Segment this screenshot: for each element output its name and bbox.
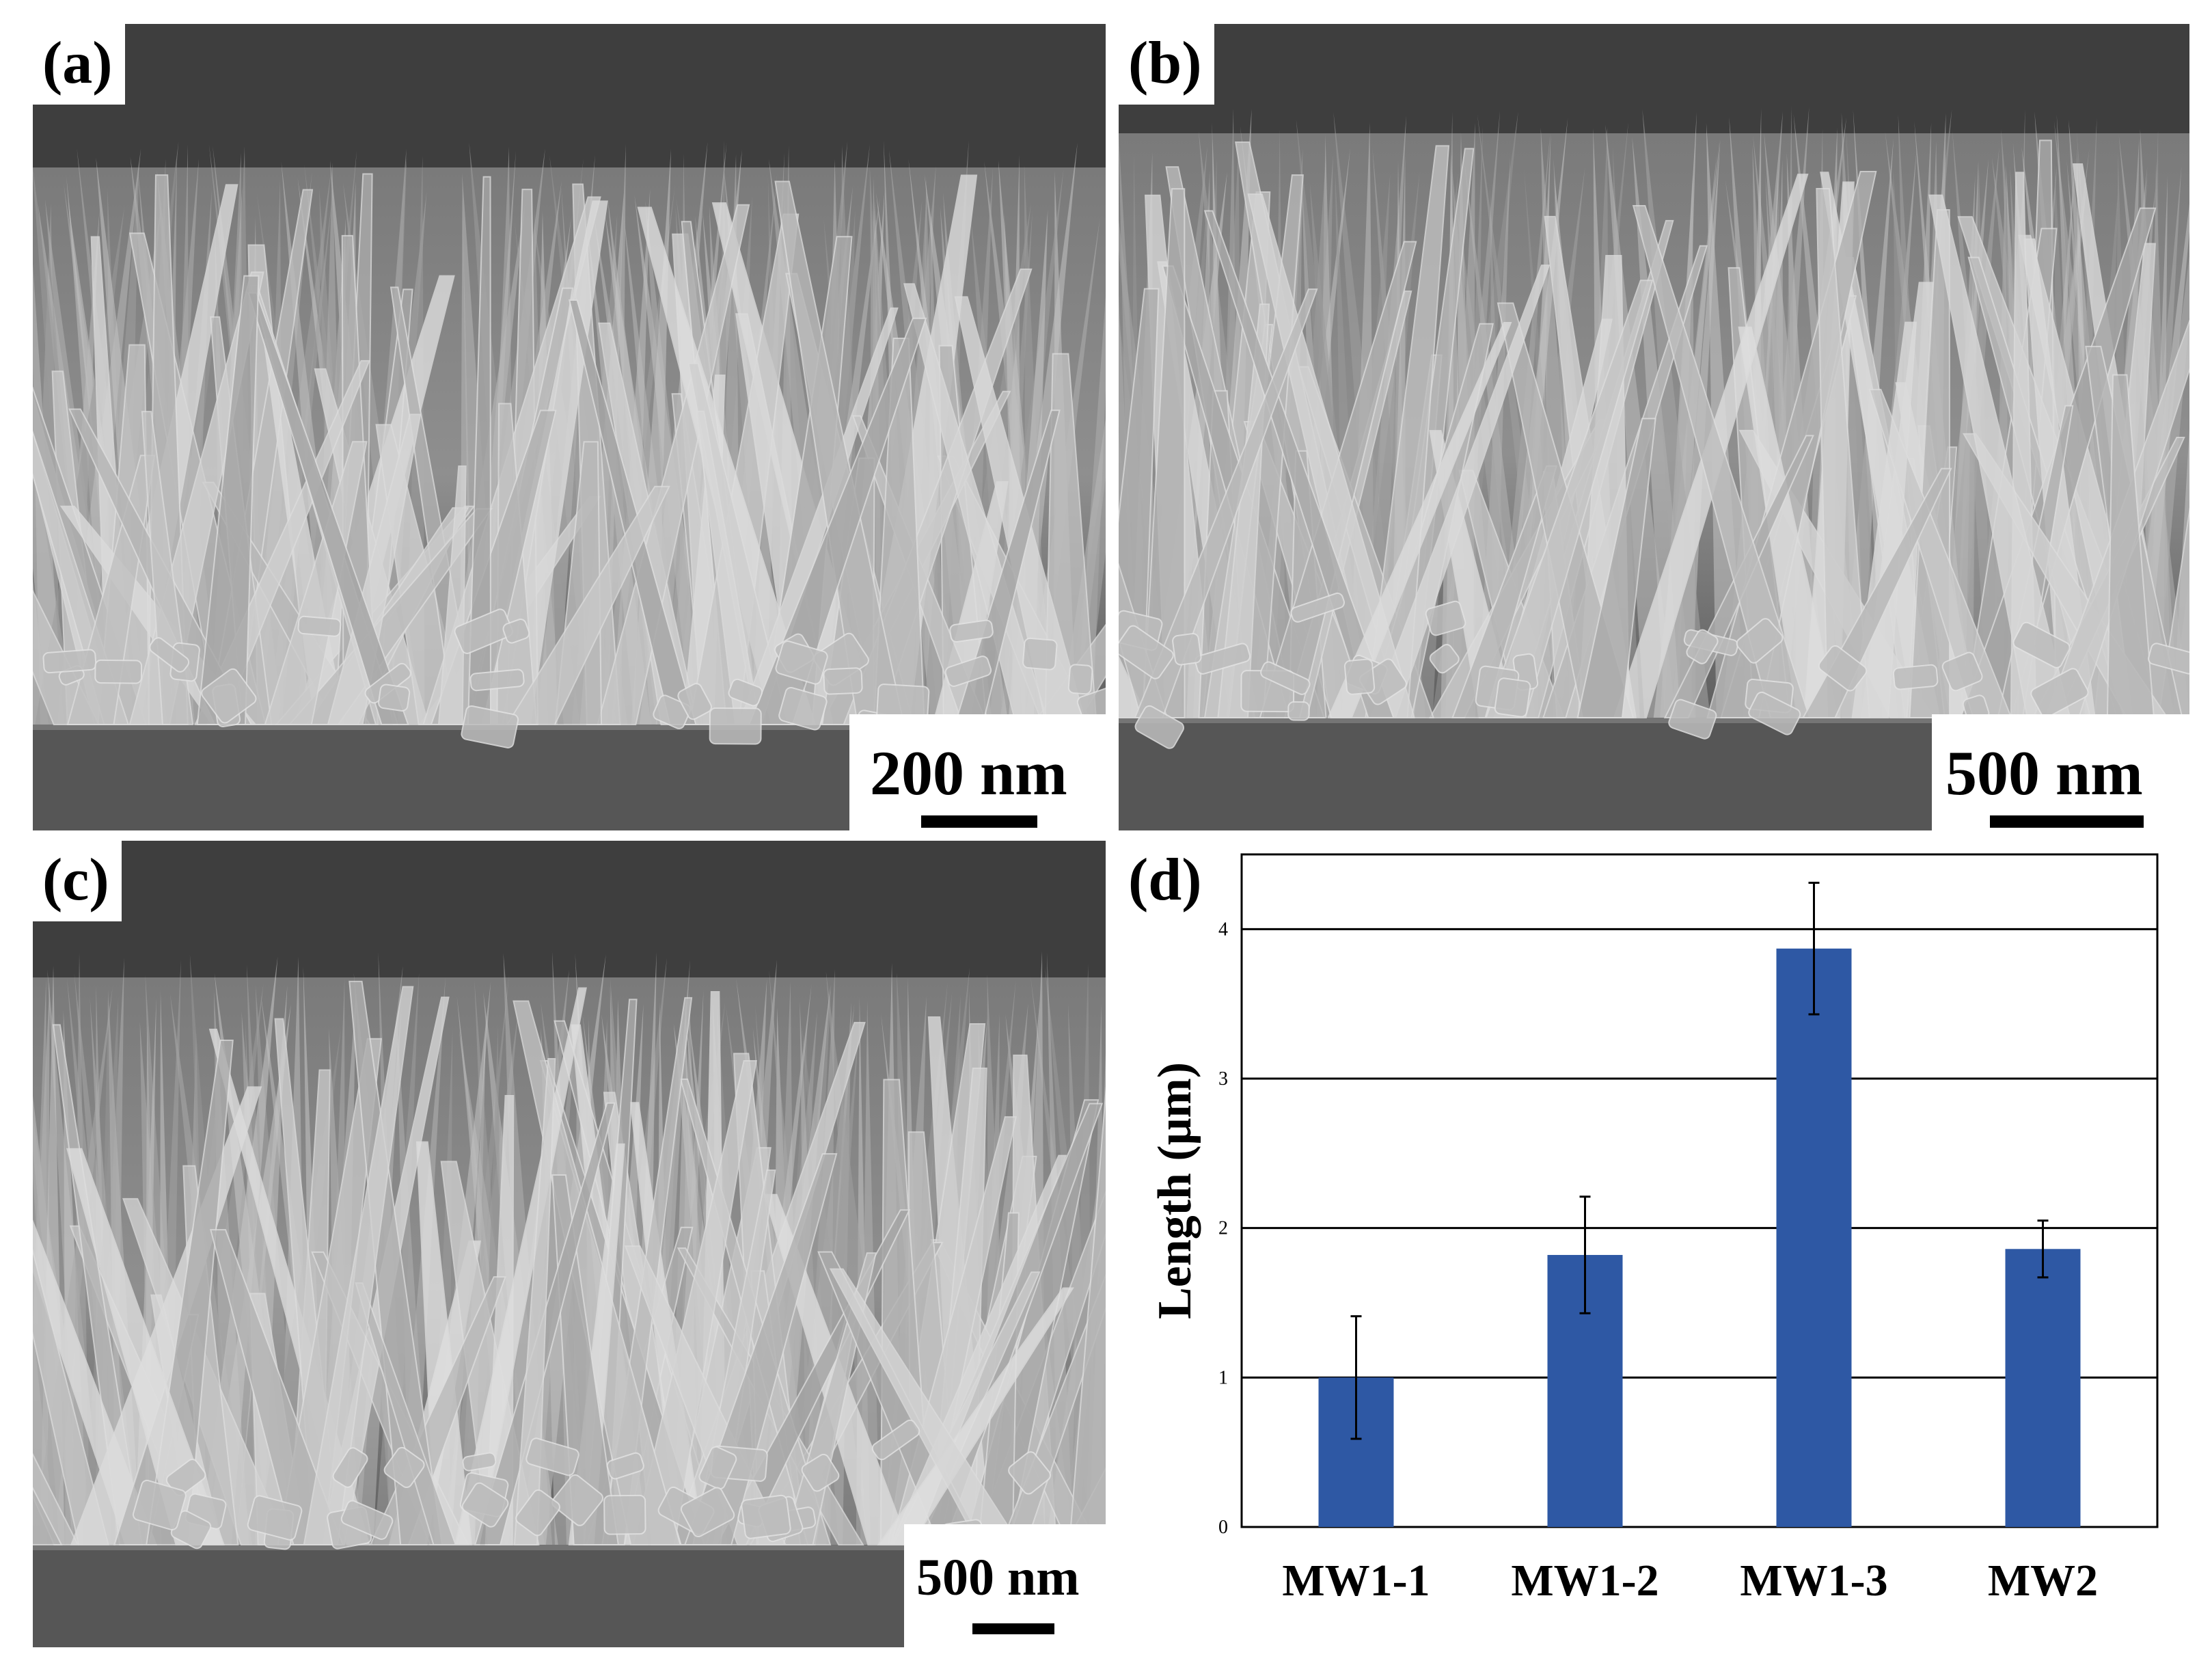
scale-bar-box-c: 500 nm — [904, 1524, 1106, 1647]
panel-d: (d) 0 1 2 3 4 Length (μm) MW1-1 MW1-2 MW1-3 MW2 — [1119, 841, 2189, 1647]
panel-label-c: (c) — [33, 841, 122, 921]
panel-label-b: (b) — [1119, 24, 1214, 105]
bar-chart: 0 1 2 3 4 Length (μm) MW1-1 MW1-2 MW1-3 MW2 — [1149, 853, 2159, 1606]
sem-image-c — [33, 841, 1106, 1647]
panel-label-d: (d) — [1119, 841, 1214, 921]
scale-bar-b — [1990, 815, 2144, 828]
scale-bar-label-c: 500 nm — [916, 1549, 1080, 1606]
y-tick-label: 0 — [1218, 1517, 1228, 1538]
panel-a: (a) 200 nm — [33, 24, 1106, 830]
scale-bar-label-b: 500 nm — [1945, 738, 2143, 808]
x-tick-label: MW1-3 — [1740, 1556, 1887, 1606]
y-tick-label: 2 — [1218, 1218, 1228, 1239]
scale-bar-a — [921, 815, 1037, 828]
sem-image-a — [33, 24, 1106, 830]
panel-b: (b) 500 nm — [1119, 24, 2189, 830]
sem-image-b — [1119, 24, 2189, 830]
x-tick-label: MW1-2 — [1511, 1556, 1658, 1606]
scale-bar-box-b: 500 nm — [1932, 714, 2189, 830]
y-tick-label: 1 — [1218, 1367, 1228, 1388]
error-bar — [1579, 1195, 1591, 1314]
panel-c: (c) 500 nm — [33, 841, 1106, 1647]
bar — [1776, 948, 1852, 1527]
y-tick-label: 4 — [1218, 919, 1228, 940]
error-bar — [1350, 1315, 1362, 1440]
x-tick-label: MW2 — [1988, 1556, 2098, 1606]
y-axis-label: Length (μm) — [1149, 1062, 1201, 1319]
scale-bar-c — [972, 1623, 1054, 1634]
error-bar — [1808, 882, 1820, 1016]
error-bar — [2037, 1219, 2049, 1279]
scale-bar-box-a: 200 nm — [849, 714, 1106, 830]
bar — [2005, 1249, 2081, 1527]
y-tick-label: 3 — [1218, 1068, 1228, 1090]
scale-bar-label-a: 200 nm — [870, 738, 1067, 808]
plot-area — [1240, 853, 2159, 1528]
panel-label-a: (a) — [33, 24, 125, 105]
x-tick-label: MW1-1 — [1282, 1556, 1430, 1606]
